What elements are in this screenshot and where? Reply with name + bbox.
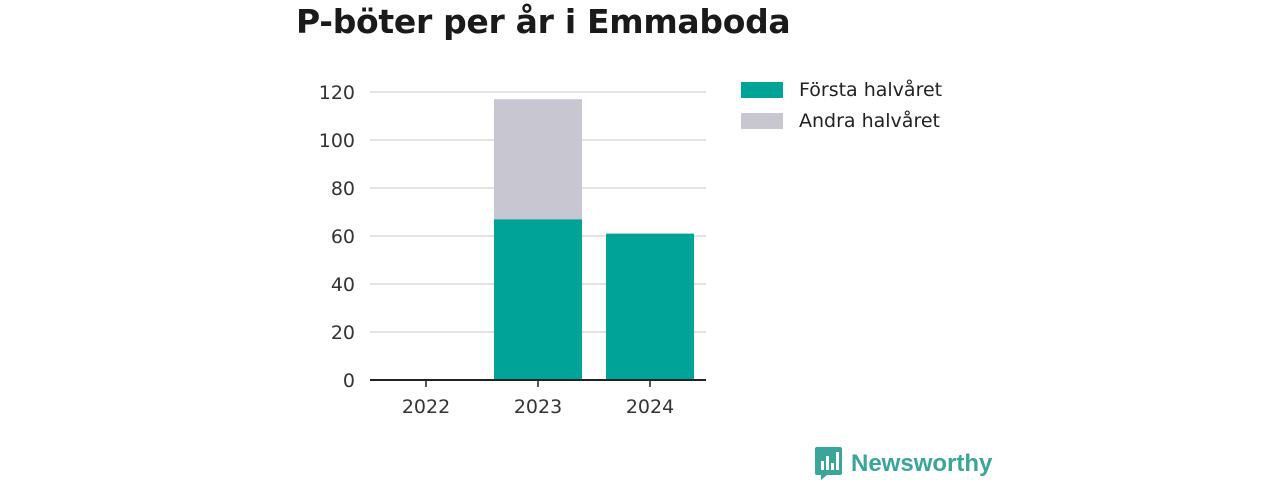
brand-logo: Newsworthy	[815, 447, 992, 480]
legend-swatch-second-half	[741, 112, 783, 129]
brand-label: Newsworthy	[851, 449, 993, 477]
y-tick-label: 40	[331, 274, 355, 296]
newsworthy-logo-icon	[815, 447, 842, 480]
legend-swatch-first-half	[741, 81, 783, 98]
bar-2023-series-2	[494, 99, 582, 220]
y-tick-label: 0	[343, 370, 355, 392]
x-tick-label: 2023	[514, 396, 562, 418]
chart-legend: Första halvåret Andra halvåret	[741, 74, 942, 136]
y-tick-label: 20	[331, 322, 355, 344]
bar-2023-series-1	[494, 219, 582, 380]
legend-label-first-half: Första halvåret	[799, 78, 943, 101]
x-tick-label: 2022	[402, 396, 450, 418]
legend-item-second-half: Andra halvåret	[741, 105, 942, 136]
chart-title: P-böter per år i Emmaboda	[296, 2, 791, 41]
y-tick-label: 60	[331, 226, 355, 248]
legend-item-first-half: Första halvåret	[741, 74, 942, 105]
legend-label-second-half: Andra halvåret	[799, 109, 940, 132]
y-tick-label: 80	[331, 178, 355, 200]
y-tick-label: 100	[319, 130, 355, 152]
bar-2024-series-1	[606, 233, 694, 380]
x-tick-label: 2024	[626, 396, 674, 418]
y-tick-label: 120	[319, 82, 355, 104]
